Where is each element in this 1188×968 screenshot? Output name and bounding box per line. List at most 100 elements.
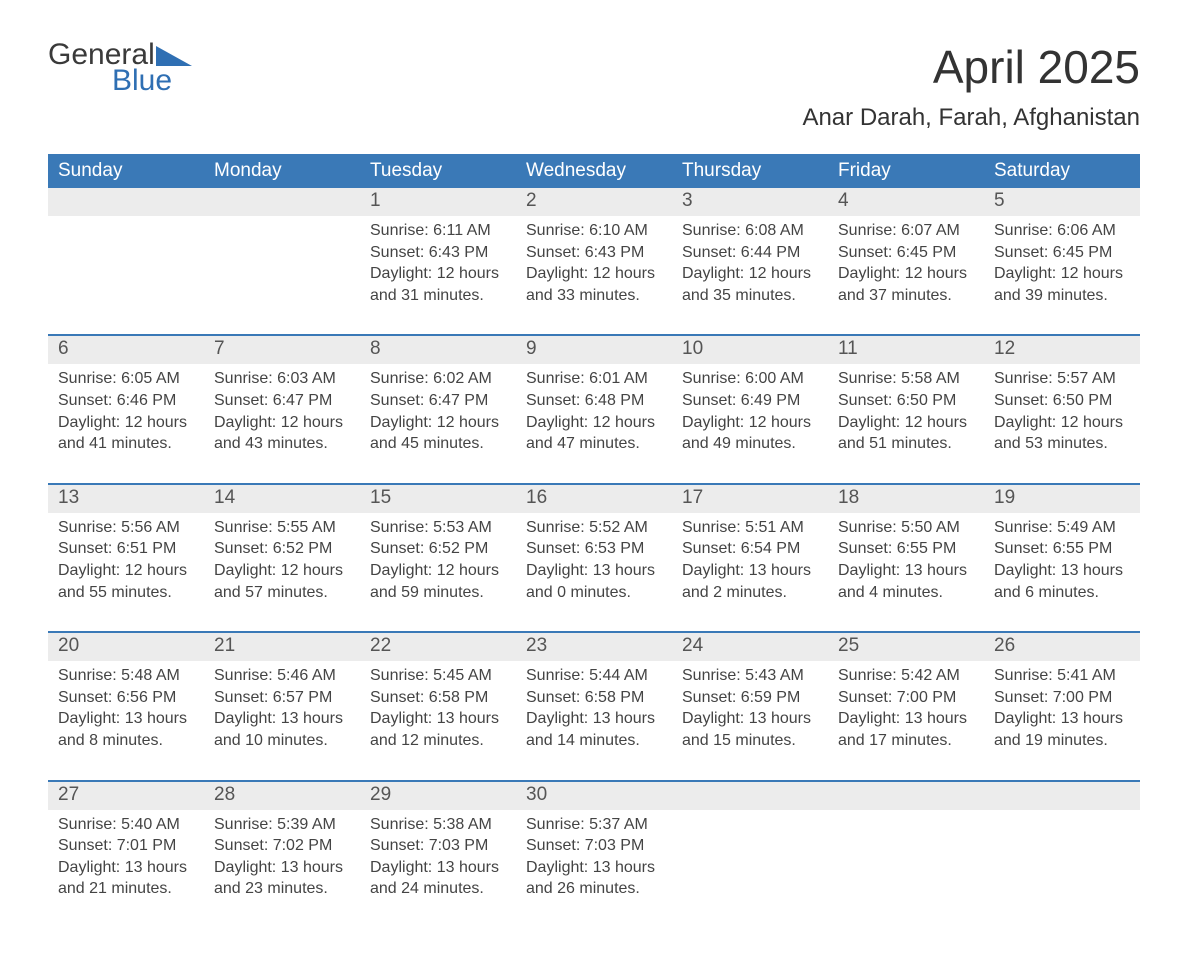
- day-number-cell: 13: [48, 485, 204, 513]
- day-body-cell: Sunrise: 5:53 AMSunset: 6:52 PMDaylight:…: [360, 513, 516, 632]
- day-number-cell: 3: [672, 188, 828, 216]
- day-number-cell: 21: [204, 633, 360, 661]
- sunrise-line: Sunrise: 5:48 AM: [58, 665, 194, 687]
- calendar-body: 12345Sunrise: 6:11 AMSunset: 6:43 PMDayl…: [48, 188, 1140, 908]
- logo-word-1: General: [48, 40, 172, 70]
- sunrise-line: Sunrise: 6:07 AM: [838, 220, 974, 242]
- col-wednesday: Wednesday: [516, 154, 672, 188]
- sunrise-line: Sunrise: 6:10 AM: [526, 220, 662, 242]
- day-body-cell: [828, 810, 984, 908]
- day-number-cell: 27: [48, 782, 204, 810]
- sunset-line: Sunset: 7:02 PM: [214, 835, 350, 857]
- day-body-cell: Sunrise: 5:39 AMSunset: 7:02 PMDaylight:…: [204, 810, 360, 908]
- sunrise-line: Sunrise: 6:01 AM: [526, 368, 662, 390]
- day-number-row: 27282930: [48, 782, 1140, 810]
- sunrise-line: Sunrise: 5:43 AM: [682, 665, 818, 687]
- daylight-line: Daylight: 12 hours and 33 minutes.: [526, 263, 662, 306]
- sunset-line: Sunset: 6:43 PM: [370, 242, 506, 264]
- sunrise-line: Sunrise: 5:56 AM: [58, 517, 194, 539]
- day-number-cell: 14: [204, 485, 360, 513]
- day-number-cell: 4: [828, 188, 984, 216]
- daylight-line: Daylight: 12 hours and 47 minutes.: [526, 412, 662, 455]
- title-block: April 2025 Anar Darah, Farah, Afghanista…: [802, 40, 1140, 132]
- sunset-line: Sunset: 6:48 PM: [526, 390, 662, 412]
- sunset-line: Sunset: 6:55 PM: [838, 538, 974, 560]
- day-body-cell: Sunrise: 5:55 AMSunset: 6:52 PMDaylight:…: [204, 513, 360, 632]
- month-title: April 2025: [802, 40, 1140, 94]
- day-body-cell: Sunrise: 5:40 AMSunset: 7:01 PMDaylight:…: [48, 810, 204, 908]
- day-body-row: Sunrise: 6:05 AMSunset: 6:46 PM Daylight:…: [48, 364, 1140, 483]
- day-body-cell: Sunrise: 6:08 AMSunset: 6:44 PMDaylight:…: [672, 216, 828, 335]
- sunrise-line: Sunrise: 5:41 AM: [994, 665, 1130, 687]
- day-body-cell: Sunrise: 6:02 AMSunset: 6:47 PMDaylight:…: [360, 364, 516, 483]
- sunrise-line: Sunrise: 5:42 AM: [838, 665, 974, 687]
- day-number-cell: 24: [672, 633, 828, 661]
- day-body-cell: Sunrise: 5:44 AMSunset: 6:58 PMDaylight:…: [516, 661, 672, 780]
- sunset-line: Sunset: 6:55 PM: [994, 538, 1130, 560]
- day-number-cell: 22: [360, 633, 516, 661]
- day-number-row: 13141516171819: [48, 485, 1140, 513]
- day-body-cell: Sunrise: 6:06 AMSunset: 6:45 PMDaylight:…: [984, 216, 1140, 335]
- day-body-cell: Sunrise: 5:50 AMSunset: 6:55 PMDaylight:…: [828, 513, 984, 632]
- day-number-cell: 5: [984, 188, 1140, 216]
- sunset-line: Sunset: 7:01 PM: [58, 835, 194, 857]
- sunset-line: Sunset: 6:57 PM: [214, 687, 350, 709]
- daylight-line: Daylight: 12 hours and 49 minutes.: [682, 412, 818, 455]
- sunrise-line: Sunrise: 5:52 AM: [526, 517, 662, 539]
- day-number-cell: 19: [984, 485, 1140, 513]
- day-number-row: 12345: [48, 188, 1140, 216]
- day-body-row: Sunrise: 5:40 AMSunset: 7:01 PMDaylight:…: [48, 810, 1140, 908]
- day-number-cell: 29: [360, 782, 516, 810]
- location-subtitle: Anar Darah, Farah, Afghanistan: [802, 104, 1140, 132]
- day-body-cell: Sunrise: 6:00 AMSunset: 6:49 PMDaylight:…: [672, 364, 828, 483]
- daylight-line: Daylight: 12 hours and 37 minutes.: [838, 263, 974, 306]
- day-number-cell: [984, 782, 1140, 810]
- day-body-cell: Sunrise: 6:05 AMSunset: 6:46 PMDaylight:…: [48, 364, 204, 483]
- daylight-line: Daylight: 13 hours and 2 minutes.: [682, 560, 818, 603]
- col-sunday: Sunday: [48, 154, 204, 188]
- day-number-cell: 28: [204, 782, 360, 810]
- sunset-line: Sunset: 6:50 PM: [994, 390, 1130, 412]
- day-body-cell: [48, 216, 204, 335]
- sunrise-line: Sunrise: 5:51 AM: [682, 517, 818, 539]
- sunrise-line: Sunrise: 6:00 AM: [682, 368, 818, 390]
- sunset-line: Sunset: 6:58 PM: [370, 687, 506, 709]
- daylight-line: Daylight: 13 hours and 6 minutes.: [994, 560, 1130, 603]
- day-number-cell: 18: [828, 485, 984, 513]
- daylight-line: Daylight: 12 hours and 59 minutes.: [370, 560, 506, 603]
- daylight-line: Daylight: 13 hours and 26 minutes.: [526, 857, 662, 900]
- daylight-line: Daylight: 13 hours and 0 minutes.: [526, 560, 662, 603]
- daylight-line: Daylight: 13 hours and 23 minutes.: [214, 857, 350, 900]
- day-number-cell: [672, 782, 828, 810]
- sunrise-line: Sunrise: 5:57 AM: [994, 368, 1130, 390]
- day-number-cell: 2: [516, 188, 672, 216]
- day-number-row: 20212223242526: [48, 633, 1140, 661]
- sunset-line: Sunset: 7:03 PM: [370, 835, 506, 857]
- daylight-line: Daylight: 13 hours and 8 minutes.: [58, 708, 194, 751]
- col-tuesday: Tuesday: [360, 154, 516, 188]
- sunrise-line: Sunrise: 5:55 AM: [214, 517, 350, 539]
- day-body-cell: Sunrise: 6:03 AMSunset: 6:47 PMDaylight:…: [204, 364, 360, 483]
- day-body-row: Sunrise: 6:11 AMSunset: 6:43 PMDaylight:…: [48, 216, 1140, 335]
- day-number-cell: [204, 188, 360, 216]
- day-body-cell: [204, 216, 360, 335]
- daylight-line: Daylight: 12 hours and 39 minutes.: [994, 263, 1130, 306]
- day-body-row: Sunrise: 5:48 AMSunset: 6:56 PMDaylight:…: [48, 661, 1140, 780]
- day-body-cell: Sunrise: 5:48 AMSunset: 6:56 PMDaylight:…: [48, 661, 204, 780]
- sunset-line: Sunset: 6:45 PM: [838, 242, 974, 264]
- day-body-cell: Sunrise: 6:07 AMSunset: 6:45 PMDaylight:…: [828, 216, 984, 335]
- daylight-line: Daylight: 12 hours and 57 minutes.: [214, 560, 350, 603]
- sunset-line: Sunset: 6:46 PM: [58, 390, 194, 412]
- day-number-cell: 30: [516, 782, 672, 810]
- day-body-cell: Sunrise: 5:43 AMSunset: 6:59 PMDaylight:…: [672, 661, 828, 780]
- sunset-line: Sunset: 7:03 PM: [526, 835, 662, 857]
- sunrise-line: Sunrise: 5:39 AM: [214, 814, 350, 836]
- day-body-cell: Sunrise: 5:37 AMSunset: 7:03 PMDaylight:…: [516, 810, 672, 908]
- day-body-cell: Sunrise: 5:41 AMSunset: 7:00 PMDaylight:…: [984, 661, 1140, 780]
- day-body-cell: Sunrise: 5:56 AMSunset: 6:51 PMDaylight:…: [48, 513, 204, 632]
- col-saturday: Saturday: [984, 154, 1140, 188]
- logo-triangle-icon: [156, 46, 192, 66]
- sunset-line: Sunset: 7:00 PM: [838, 687, 974, 709]
- sunrise-line: Sunrise: 6:05 AM: [58, 368, 194, 390]
- sunset-line: Sunset: 6:53 PM: [526, 538, 662, 560]
